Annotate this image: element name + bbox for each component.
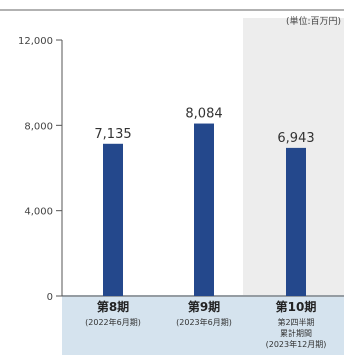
bar-value-label: 8,084 <box>185 107 222 122</box>
category-sublabel: 累計期間 <box>280 328 312 338</box>
category-label-band <box>62 295 344 355</box>
category-label: 第10期 <box>276 299 317 314</box>
category-label: 第8期 <box>97 299 129 314</box>
y-tick-label: 0 <box>47 292 53 303</box>
category-label: 第9期 <box>188 299 220 314</box>
bar <box>286 147 306 296</box>
y-tick-label: 4,000 <box>24 207 53 218</box>
category-sublabel: 第2四半期 <box>277 317 314 327</box>
unit-note: (単位:百万円) <box>286 15 341 27</box>
bar-value-label: 7,135 <box>94 127 131 142</box>
category-sublabel: (2022年6月期) <box>85 317 141 327</box>
y-tick-label: 12,000 <box>18 36 53 47</box>
y-tick-label: 8,000 <box>24 121 53 132</box>
category-sublabel: (2023年6月期) <box>176 317 232 327</box>
bar <box>194 123 214 296</box>
bar <box>103 143 123 296</box>
category-sublabel: (2023年12月期) <box>266 339 327 349</box>
bar-value-label: 6,943 <box>277 131 314 146</box>
